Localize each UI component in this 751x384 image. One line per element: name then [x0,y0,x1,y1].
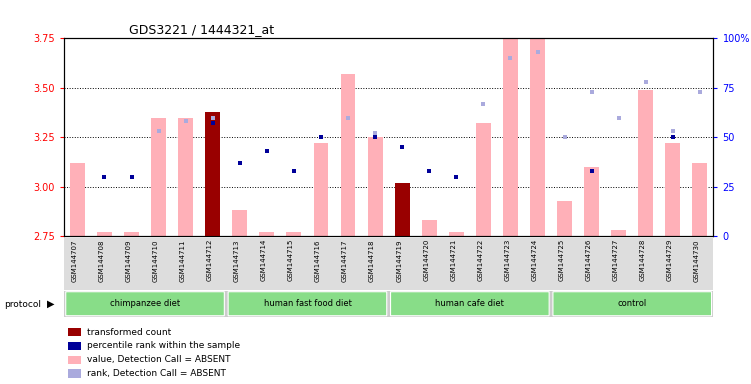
Bar [557,200,572,236]
FancyBboxPatch shape [66,292,225,316]
Bar [692,163,707,236]
Text: GSM144716: GSM144716 [315,239,321,281]
Text: GSM144711: GSM144711 [179,239,185,281]
FancyBboxPatch shape [228,292,387,316]
Text: GSM144715: GSM144715 [288,239,294,281]
Bar [395,183,409,236]
Bar [313,143,328,236]
Bar [638,90,653,236]
Text: GDS3221 / 1444321_at: GDS3221 / 1444321_at [129,23,274,36]
Text: value, Detection Call = ABSENT: value, Detection Call = ABSENT [87,355,231,364]
Text: GSM144708: GSM144708 [98,239,104,281]
Bar [368,137,382,236]
Bar [530,15,545,236]
Text: human cafe diet: human cafe diet [436,299,504,308]
Text: GSM144726: GSM144726 [586,239,592,281]
Bar [395,183,409,236]
Text: GSM144707: GSM144707 [71,239,77,281]
Bar [449,232,464,236]
Text: GSM144728: GSM144728 [640,239,646,281]
Text: transformed count: transformed count [87,328,171,337]
Text: GSM144719: GSM144719 [397,239,403,281]
Text: protocol: protocol [4,300,41,309]
Text: GSM144717: GSM144717 [342,239,348,281]
Text: chimpanzee diet: chimpanzee diet [110,299,180,308]
Bar [124,232,139,236]
Text: GSM144718: GSM144718 [369,239,375,281]
Text: percentile rank within the sample: percentile rank within the sample [87,341,240,351]
Bar [422,220,436,236]
Text: GSM144724: GSM144724 [532,239,538,281]
Bar [584,167,599,236]
Text: ▶: ▶ [47,299,54,309]
Text: GSM144729: GSM144729 [667,239,673,281]
Bar [611,230,626,236]
Text: GSM144723: GSM144723 [505,239,511,281]
Text: GSM144709: GSM144709 [125,239,131,281]
Text: GSM144722: GSM144722 [478,239,484,281]
Bar [97,232,112,236]
Bar [476,123,491,236]
Text: GSM144721: GSM144721 [451,239,457,281]
Text: GSM144730: GSM144730 [694,239,700,281]
Text: rank, Detection Call = ABSENT: rank, Detection Call = ABSENT [87,369,226,378]
Bar [232,210,247,236]
Text: GSM144710: GSM144710 [152,239,158,281]
Text: GSM144725: GSM144725 [559,239,565,281]
Text: GSM144727: GSM144727 [613,239,619,281]
Bar [205,112,220,236]
Bar [64,238,713,290]
Bar [665,143,680,236]
Text: GSM144714: GSM144714 [261,239,267,281]
Bar [286,232,301,236]
FancyBboxPatch shape [553,292,711,316]
Text: GSM144713: GSM144713 [234,239,240,281]
Bar [341,74,355,236]
Text: GSM144720: GSM144720 [424,239,430,281]
Bar [503,33,518,236]
Bar [70,163,85,236]
Text: GSM144712: GSM144712 [207,239,213,281]
Bar [178,118,193,236]
Bar [205,112,220,236]
FancyBboxPatch shape [391,292,549,316]
Bar [259,232,274,236]
Text: control: control [617,299,647,308]
Bar [151,118,166,236]
Text: human fast food diet: human fast food diet [264,299,351,308]
